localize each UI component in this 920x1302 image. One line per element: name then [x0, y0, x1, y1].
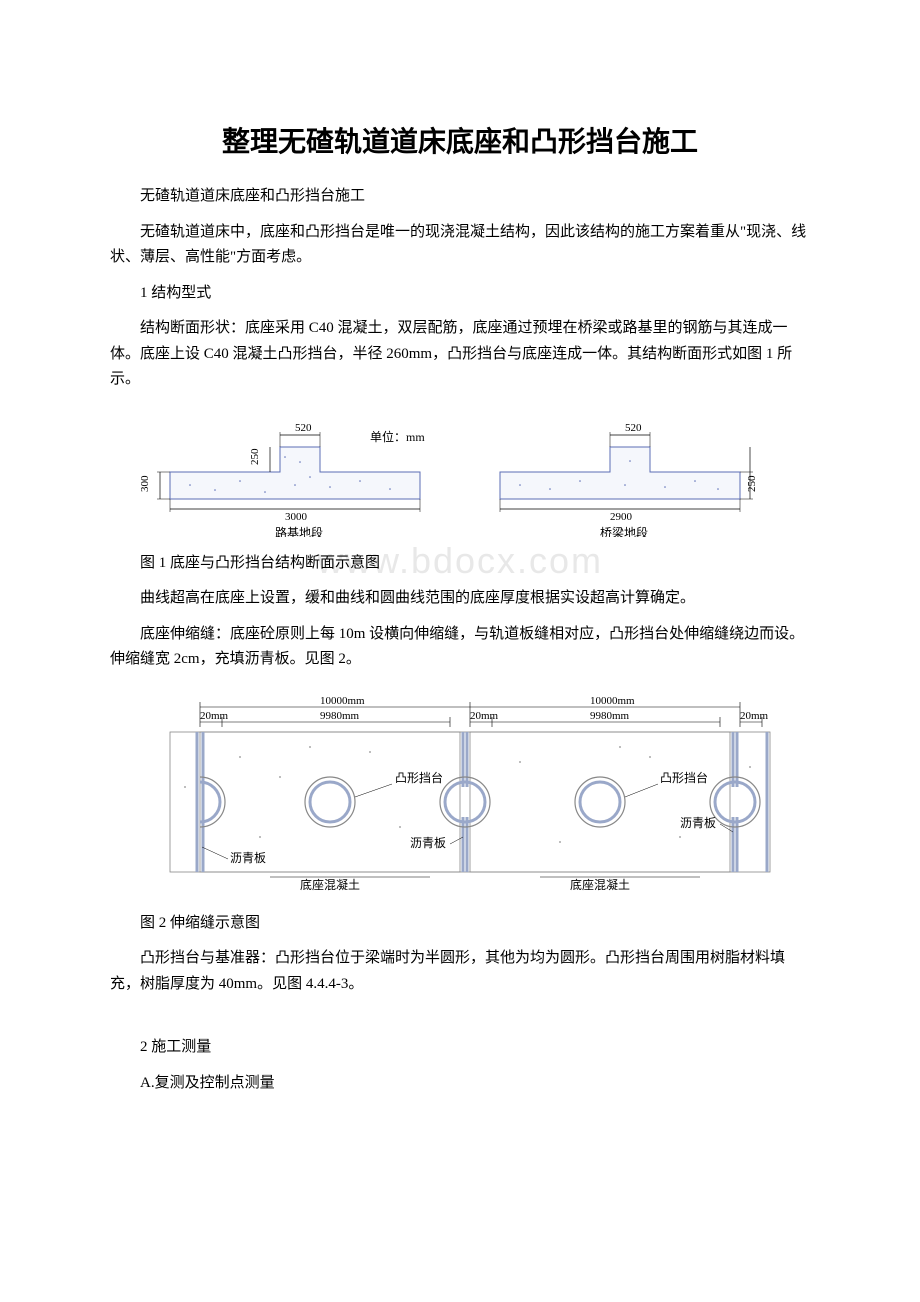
fig1-right-top-dim: 520 [625, 422, 642, 434]
fig1-left-top-dim: 520 [295, 422, 312, 434]
section1-p4: 凸形挡台与基准器：凸形挡台位于梁端时为半圆形，其他为均为圆形。凸形挡台周围用树脂… [110, 946, 810, 997]
fig1-left-side-top: 250 [249, 448, 261, 465]
fig2-gap1: 20mm [200, 710, 229, 722]
fig1-right-bottom-dim: 2900 [610, 511, 633, 523]
section2-heading: 2 施工测量 [110, 1035, 810, 1061]
fig2-base-label-1: 底座混凝土 [300, 877, 360, 892]
fig2-boss-label-1: 凸形挡台 [395, 770, 443, 785]
fig2-base-label-2: 底座混凝土 [570, 877, 630, 892]
figure-2-caption: 图 2 伸缩缝示意图 [110, 911, 810, 937]
fig1-unit-label: 单位：mm [370, 429, 425, 444]
fig1-left-side-bottom: 300 [140, 475, 151, 492]
fig1-left-bottom-dim: 3000 [285, 511, 308, 523]
section2-p1: A.复测及控制点测量 [110, 1071, 810, 1097]
figure-1: 520 250 300 3000 路基地段 [110, 407, 810, 537]
fig2-span2-top: 10000mm [590, 695, 635, 707]
figure-2: 10000mm 10000mm 20mm 9980mm 20mm 9980mm … [110, 687, 810, 897]
page-title: 整理无碴轨道道床底座和凸形挡台施工 [110, 120, 810, 160]
subtitle: 无碴轨道道床底座和凸形挡台施工 [110, 184, 810, 210]
fig2-asphalt-label-1: 沥青板 [230, 851, 266, 865]
fig1-right-side-dim: 250 [746, 475, 758, 492]
section1-p1: 结构断面形状：底座采用 C40 混凝土，双层配筋，底座通过预埋在桥梁或路基里的钢… [110, 316, 810, 393]
fig2-span1-top: 10000mm [320, 695, 365, 707]
figure-1-caption: 图 1 底座与凸形挡台结构断面示意图 [110, 551, 810, 577]
fig2-slab2: 9980mm [590, 710, 630, 722]
fig2-gap2: 20mm [470, 710, 499, 722]
fig1-right-caption: 桥梁地段 [600, 525, 648, 537]
fig2-slab1: 9980mm [320, 710, 360, 722]
fig2-asphalt-label-2: 沥青板 [410, 836, 446, 850]
section1-p2: 曲线超高在底座上设置，缓和曲线和圆曲线范围的底座厚度根据实设超高计算确定。 [110, 586, 810, 612]
fig1-left-caption: 路基地段 [275, 525, 323, 537]
section1-p3: 底座伸缩缝：底座砼原则上每 10m 设横向伸缩缝，与轨道板缝相对应，凸形挡台处伸… [110, 622, 810, 673]
fig2-gap3: 20mm [740, 710, 769, 722]
fig2-boss-label-2: 凸形挡台 [660, 770, 708, 785]
section1-heading: 1 结构型式 [110, 281, 810, 307]
fig2-asphalt-label-3: 沥青板 [680, 816, 716, 830]
intro-paragraph: 无碴轨道道床中，底座和凸形挡台是唯一的现浇混凝土结构，因此该结构的施工方案着重从… [110, 220, 810, 271]
